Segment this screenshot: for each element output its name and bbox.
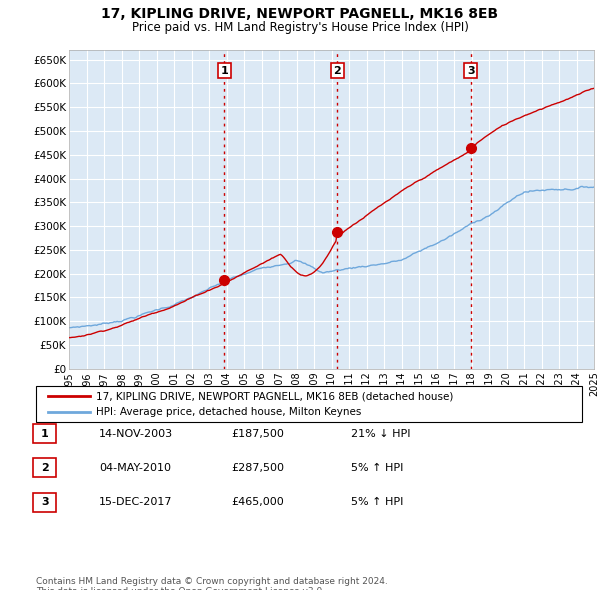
Text: 1: 1 xyxy=(220,65,228,76)
Text: 17, KIPLING DRIVE, NEWPORT PAGNELL, MK16 8EB: 17, KIPLING DRIVE, NEWPORT PAGNELL, MK16… xyxy=(101,7,499,21)
Text: 21% ↓ HPI: 21% ↓ HPI xyxy=(351,429,410,438)
Text: Contains HM Land Registry data © Crown copyright and database right 2024.
This d: Contains HM Land Registry data © Crown c… xyxy=(36,577,388,590)
Text: 2: 2 xyxy=(334,65,341,76)
Text: 5% ↑ HPI: 5% ↑ HPI xyxy=(351,497,403,507)
Text: £287,500: £287,500 xyxy=(231,463,284,473)
Text: 15-DEC-2017: 15-DEC-2017 xyxy=(99,497,173,507)
Text: 17, KIPLING DRIVE, NEWPORT PAGNELL, MK16 8EB (detached house): 17, KIPLING DRIVE, NEWPORT PAGNELL, MK16… xyxy=(96,391,454,401)
Text: Price paid vs. HM Land Registry's House Price Index (HPI): Price paid vs. HM Land Registry's House … xyxy=(131,21,469,34)
Text: 5% ↑ HPI: 5% ↑ HPI xyxy=(351,463,403,473)
Text: 3: 3 xyxy=(41,497,49,507)
Text: 14-NOV-2003: 14-NOV-2003 xyxy=(99,429,173,438)
Text: 2: 2 xyxy=(41,463,49,473)
Text: 3: 3 xyxy=(467,65,475,76)
Text: £465,000: £465,000 xyxy=(231,497,284,507)
Text: 04-MAY-2010: 04-MAY-2010 xyxy=(99,463,171,473)
Text: £187,500: £187,500 xyxy=(231,429,284,438)
Text: 1: 1 xyxy=(41,429,49,438)
Text: HPI: Average price, detached house, Milton Keynes: HPI: Average price, detached house, Milt… xyxy=(96,407,361,417)
